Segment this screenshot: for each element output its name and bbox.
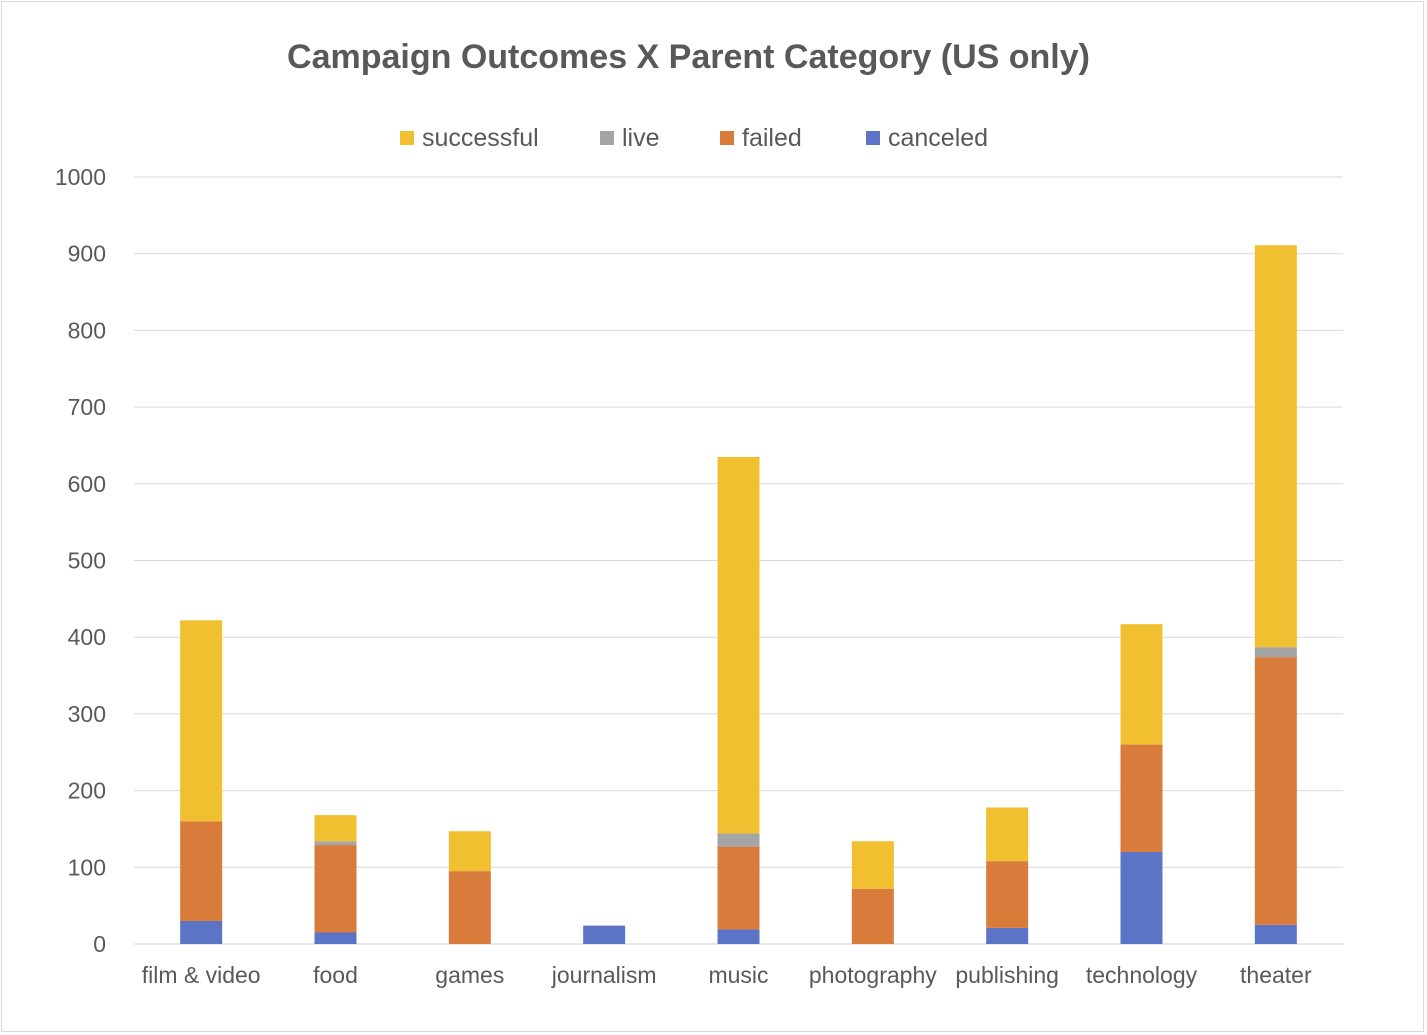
- bar-successful: [180, 620, 223, 822]
- legend-label: live: [622, 123, 660, 152]
- bar-successful: [851, 841, 894, 889]
- y-tick-label: 400: [68, 624, 106, 650]
- legend-label: successful: [422, 123, 539, 152]
- bar-failed: [180, 821, 223, 921]
- x-tick-label: food: [313, 962, 358, 988]
- bar-successful: [1120, 624, 1163, 745]
- y-tick-label: 1000: [55, 164, 106, 190]
- y-tick-label: 500: [68, 548, 106, 574]
- bar-successful: [986, 807, 1029, 862]
- legend-label: canceled: [888, 123, 989, 152]
- legend-item-live: live: [600, 122, 660, 154]
- bar-canceled: [314, 932, 357, 944]
- y-tick-label: 200: [68, 778, 106, 804]
- x-tick-label: theater: [1240, 962, 1312, 988]
- y-tick-label: 300: [68, 701, 106, 727]
- bar-live: [717, 833, 760, 847]
- bar-successful: [717, 456, 760, 834]
- bar-failed: [1254, 657, 1297, 925]
- y-tick-label: 100: [68, 854, 106, 880]
- x-tick-label: music: [708, 962, 768, 988]
- x-tick-label: games: [435, 962, 504, 988]
- bar-failed: [851, 888, 894, 944]
- y-tick-label: 600: [68, 471, 106, 497]
- x-tick-label: film & video: [142, 962, 261, 988]
- legend-item-successful: successful: [400, 122, 539, 154]
- y-tick-label: 0: [93, 931, 106, 957]
- x-tick-label: technology: [1086, 962, 1198, 988]
- bar-failed: [986, 861, 1029, 928]
- bar-successful: [314, 815, 357, 842]
- bar-live: [314, 841, 357, 846]
- bar-successful: [448, 831, 491, 872]
- bar-failed: [314, 845, 357, 933]
- bar-successful: [1254, 245, 1297, 648]
- bar-canceled: [717, 929, 760, 944]
- bar-canceled: [1120, 851, 1163, 944]
- legend-swatch: [720, 131, 734, 145]
- legend-item-failed: failed: [720, 122, 802, 154]
- bar-canceled: [986, 927, 1029, 944]
- y-tick-label: 900: [68, 241, 106, 267]
- bar-canceled: [1254, 924, 1297, 944]
- x-tick-label: photography: [809, 962, 937, 988]
- bar-failed: [717, 846, 760, 930]
- bar-live: [1254, 647, 1297, 658]
- legend-label: failed: [742, 123, 802, 152]
- x-tick-label: journalism: [551, 962, 657, 988]
- bar-canceled: [180, 920, 223, 944]
- bar-canceled: [583, 925, 626, 944]
- bar-failed: [448, 871, 491, 944]
- y-tick-label: 700: [68, 394, 106, 420]
- legend-swatch: [866, 131, 880, 145]
- legend-swatch: [400, 131, 414, 145]
- legend-item-canceled: canceled: [866, 122, 988, 154]
- bar-failed: [1120, 744, 1163, 852]
- chart-legend: successful live failed canceled: [0, 122, 1427, 154]
- legend-swatch: [600, 131, 614, 145]
- y-tick-label: 800: [68, 317, 106, 343]
- x-tick-label: publishing: [955, 962, 1059, 988]
- chart-title: Campaign Outcomes X Parent Category (US …: [287, 38, 1090, 76]
